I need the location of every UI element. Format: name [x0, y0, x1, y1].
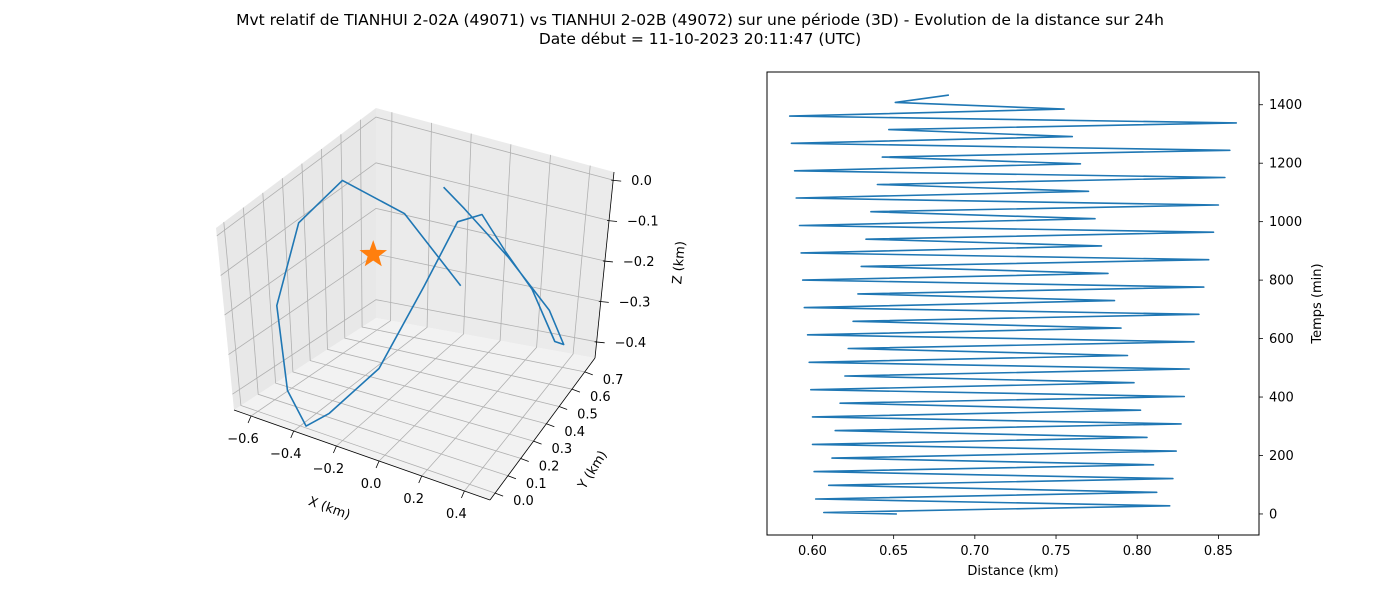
pane-x-wall: [216, 108, 376, 410]
y-tick-label: 200: [1269, 449, 1294, 464]
y-tick-label: 600: [1269, 332, 1294, 347]
distance-time-plot: 0.60 0.65 0.70 0.75 0.80 0.85 0 200 400 600 800 100…: [766, 71, 1325, 579]
x-tick-label: 0.85: [1204, 544, 1233, 559]
relative-motion-3d-plot: −0.6 −0.4 −0.2 0.0 0.2 0.4 0.0 0.1 0.2 0.3 0.4 0.5 0…: [216, 108, 689, 523]
z-gridline: [224, 207, 605, 316]
x-gridline: [293, 122, 432, 432]
y-tick: [533, 440, 542, 445]
x-tick-label: 0.70: [960, 544, 989, 559]
z-tick: [594, 341, 605, 344]
y-tick: [571, 388, 581, 393]
y-tick-label: 800: [1269, 274, 1294, 289]
x-gridline: [464, 165, 591, 492]
z-gridline: [216, 116, 614, 237]
y-tick-label: 0: [1269, 507, 1277, 522]
z-tick-label: −0.3: [619, 295, 651, 310]
y-tick-label: 0.0: [513, 494, 534, 509]
reference-star-marker: [359, 240, 388, 267]
distance-series-line: [788, 94, 1238, 515]
y-tick-label: 0.1: [526, 477, 547, 492]
x-tick-label: 0.80: [1123, 544, 1152, 559]
z-gridline: [232, 299, 597, 395]
x-tick: [247, 415, 252, 424]
z-tick: [598, 300, 609, 303]
x-tick-label: 0.0: [361, 477, 382, 492]
x-tick-label: −0.2: [313, 462, 345, 477]
z-tick-label: −0.1: [627, 215, 659, 230]
y-axis-label: Y (km): [575, 448, 611, 493]
y-tick-label: 1000: [1269, 215, 1302, 230]
z-axis-label: Z (km): [670, 240, 689, 285]
z-gridline: [220, 162, 610, 276]
y-tick-label: 0.2: [539, 459, 560, 474]
y-tick: [584, 371, 593, 376]
z-tick: [602, 260, 613, 263]
pane-y-wall: [376, 108, 614, 358]
x-tick-label: 0.4: [446, 507, 467, 522]
x-axis-line: [233, 409, 491, 501]
x-tick: [418, 475, 423, 484]
y-gridline: [223, 222, 496, 494]
figure-title-line1: Mvt relatif de TIANHUI 2-02A (49071) vs …: [236, 11, 1164, 29]
x-tick-label: 0.2: [403, 492, 424, 507]
figure-title-line2: Date début = 11-10-2023 20:11:47 (UTC): [539, 30, 861, 48]
y-tick: [507, 475, 517, 480]
y-gridline: [301, 163, 547, 425]
y-axis-line: [489, 357, 596, 501]
y-tick: [559, 406, 568, 410]
x-tick: [333, 445, 337, 454]
x-tick-label: 0.75: [1042, 544, 1071, 559]
z-tick-label: 0.0: [631, 174, 652, 189]
pane-floor: [234, 318, 595, 500]
relative-trajectory-line: [275, 179, 565, 427]
y-tick-label: 0.3: [552, 442, 573, 457]
y-gridline: [321, 148, 560, 407]
x-tick-label: 0.60: [798, 544, 827, 559]
y-gridline: [262, 192, 521, 459]
x-tick-label: −0.6: [227, 432, 259, 447]
x-gridline: [378, 144, 512, 462]
x-gridline: [336, 133, 472, 447]
z-tick-label: −0.2: [623, 255, 655, 270]
z-tick: [611, 179, 622, 182]
y-tick-label: 0.6: [590, 390, 611, 405]
y-tick: [494, 492, 504, 497]
y-gridline: [242, 207, 509, 477]
x-tick-label: 0.65: [879, 544, 908, 559]
y-tick-label: 0.5: [577, 407, 598, 422]
y-gridline: [340, 134, 573, 390]
z-tick: [607, 220, 618, 222]
y-tick: [546, 423, 555, 428]
x-tick-label: −0.4: [270, 447, 302, 462]
x-axis-label: X (km): [306, 494, 352, 523]
y-tick-label: 400: [1269, 391, 1294, 406]
x-tick: [375, 460, 380, 469]
y-axis-label: Temps (min): [1310, 263, 1325, 344]
y-gridline: [281, 178, 534, 442]
y-tick-label: 0.4: [564, 425, 585, 440]
z-tick-label: −0.4: [615, 336, 647, 351]
y-tick-label: 1400: [1269, 98, 1302, 113]
x-gridline: [421, 154, 551, 477]
x-tick: [461, 490, 465, 499]
y-tick-label: 0.7: [603, 373, 624, 388]
y-tick-label: 1200: [1269, 157, 1302, 172]
z-axis-line: [594, 171, 615, 359]
y-gridline: [360, 119, 585, 373]
x-axis-label: Distance (km): [967, 564, 1058, 579]
x-tick: [290, 430, 295, 439]
y-tick: [520, 458, 529, 462]
x-gridline: [250, 112, 393, 417]
